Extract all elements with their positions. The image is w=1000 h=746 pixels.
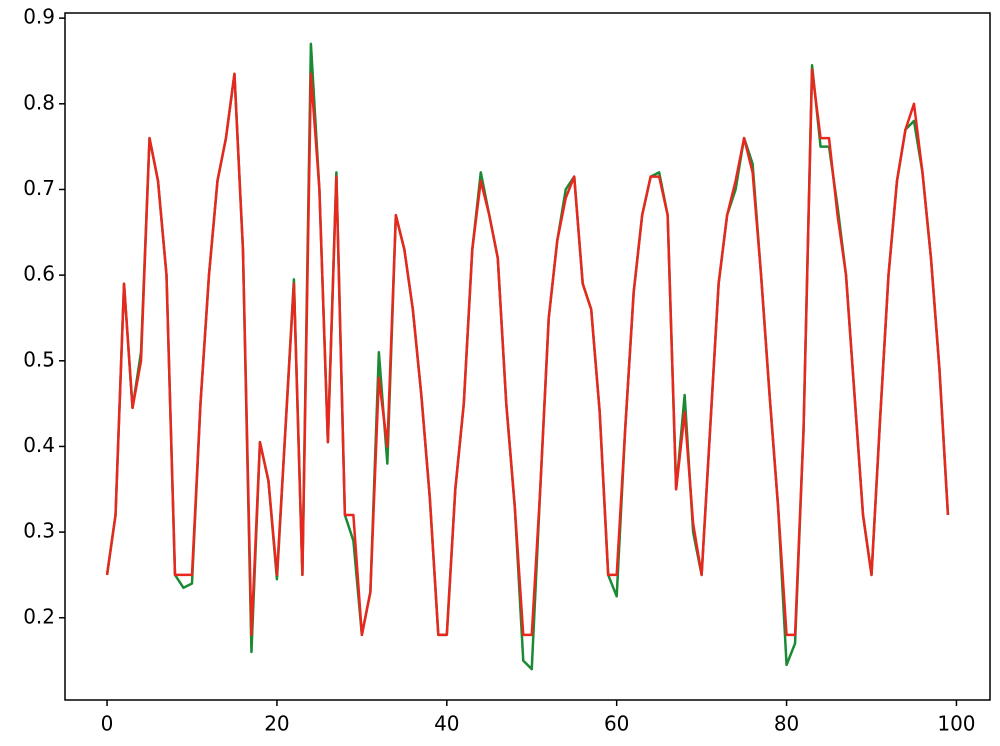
y-tick-label: 0.8 [23, 90, 55, 114]
plot-frame [64, 12, 991, 701]
series-line [105, 68, 950, 637]
y-tick-label: 0.3 [23, 519, 55, 543]
y-tick-label: 0.5 [23, 347, 55, 371]
x-tick-label: 100 [937, 712, 975, 736]
y-tick-label: 0.7 [23, 176, 55, 200]
x-tick-label: 0 [101, 712, 114, 736]
x-tick-label: 60 [604, 712, 629, 736]
x-tick-label: 20 [264, 712, 289, 736]
y-tick-label: 0.9 [23, 5, 55, 29]
y-tick-label: 0.2 [23, 604, 55, 628]
x-tick-label: 40 [434, 712, 459, 736]
y-tick-label: 0.4 [23, 433, 55, 457]
x-tick-label: 80 [774, 712, 799, 736]
y-tick-label: 0.6 [23, 262, 55, 286]
